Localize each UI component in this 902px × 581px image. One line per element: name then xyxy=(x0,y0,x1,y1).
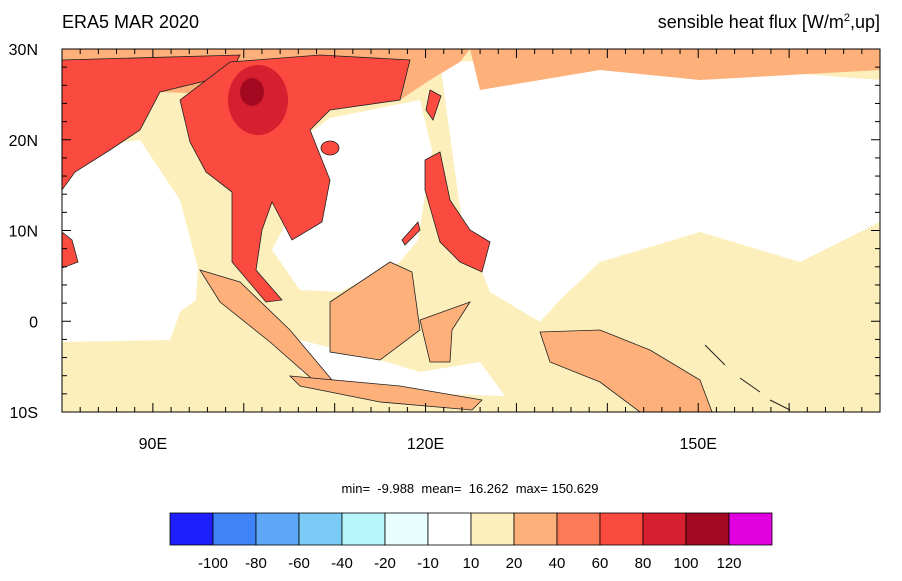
lat-label: 0 xyxy=(29,314,38,331)
colorbar-label: 120 xyxy=(716,555,741,572)
colorbar-label: -20 xyxy=(374,555,396,572)
colorbar-label: -60 xyxy=(288,555,310,572)
colorbar-box xyxy=(212,512,257,546)
lat-label: 20N xyxy=(9,133,38,150)
colorbar-box xyxy=(427,512,472,546)
title: ERA5 MAR 2020 xyxy=(62,12,199,32)
variable-sup: 2 xyxy=(844,12,850,24)
colorbar-label: -40 xyxy=(331,555,353,572)
colorbar: -100 -80 -60 -40 -20 -10 10 20 40 60 80 100 120 xyxy=(169,512,773,572)
colorbar-box xyxy=(728,512,773,546)
colorbar-label: 20 xyxy=(506,555,523,572)
variable-text-end: ,up] xyxy=(850,12,880,32)
colorbar-box xyxy=(685,512,730,546)
lon-label: 90E xyxy=(139,436,167,453)
colorbar-label: 10 xyxy=(463,555,480,572)
colorbar-box xyxy=(298,512,343,546)
colorbar-box xyxy=(470,512,515,546)
colorbar-label: 40 xyxy=(549,555,566,572)
colorbar-label: 100 xyxy=(673,555,698,572)
colorbar-box xyxy=(255,512,300,546)
colorbar-label: 60 xyxy=(592,555,609,572)
lon-label: 120E xyxy=(407,436,444,453)
colorbar-box xyxy=(384,512,429,546)
colorbar-label: 80 xyxy=(635,555,652,572)
stats: min= -9.988 mean= 16.262 max= 150.629 xyxy=(342,481,599,496)
colorbar-label: -100 xyxy=(198,555,228,572)
colorbar-box xyxy=(556,512,601,546)
variable-label: sensible heat flux [W/m2,up] xyxy=(658,12,880,32)
variable-text: sensible heat flux [W/m xyxy=(658,12,844,32)
colorbar-box xyxy=(513,512,558,546)
colorbar-box xyxy=(169,512,214,546)
map xyxy=(62,49,880,412)
colorbar-label: -10 xyxy=(417,555,439,572)
lat-label: 30N xyxy=(9,42,38,59)
ticks: 30N 20N 10N 0 10S 90E 120E 150E xyxy=(9,42,881,453)
lon-label: 150E xyxy=(680,436,717,453)
colorbar-label: -80 xyxy=(245,555,267,572)
lat-label: 10S xyxy=(10,405,38,422)
colorbar-box xyxy=(341,512,386,546)
lat-label: 10N xyxy=(9,224,38,241)
colorbar-box xyxy=(642,512,687,546)
colorbar-box xyxy=(599,512,644,546)
